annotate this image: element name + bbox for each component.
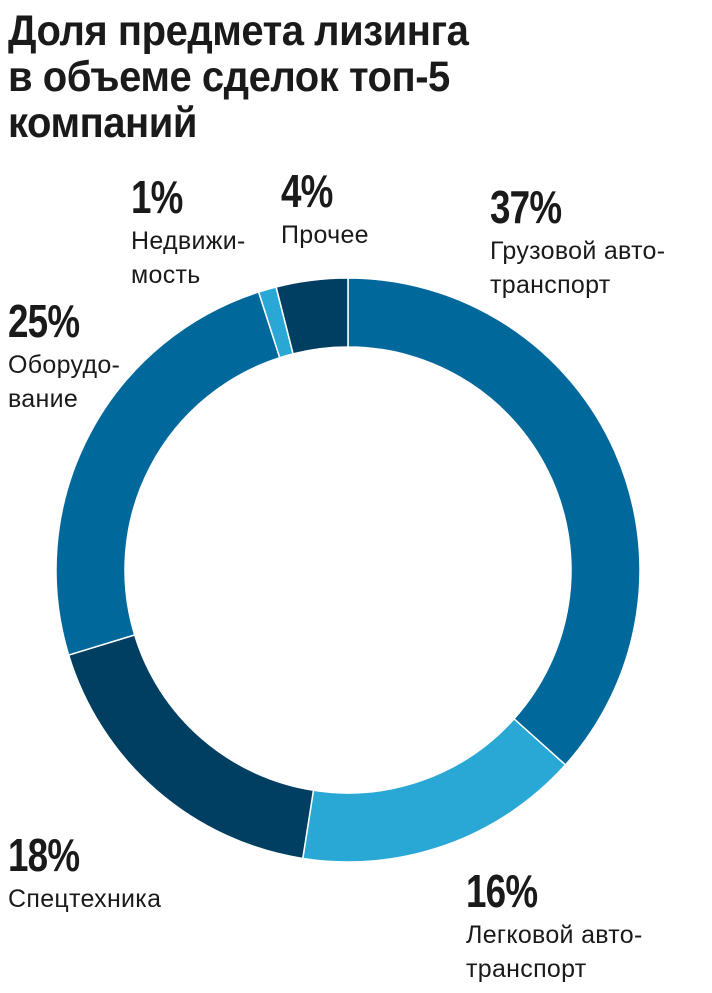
slice-name-realty-line1: Недвижи- [131, 227, 246, 255]
slice-name-equipment-line2: вание [8, 385, 79, 413]
slice-name-equipment-line1: Оборудо- [8, 351, 121, 379]
slice-trucks [347, 277, 641, 766]
slice-label-realty: 1% Недвижи- мость [131, 174, 246, 292]
slice-special [67, 634, 315, 860]
title-line-2: в объеме сделок топ-5 [8, 53, 450, 101]
slice-pct-cars: 16% [466, 865, 538, 917]
title-line-1: Доля предмета лизинга [8, 7, 469, 55]
chart-title: Доля предмета лизинга в объеме сделок то… [8, 8, 650, 146]
slice-name-other-line1: Прочее [281, 221, 369, 249]
slice-cars [301, 717, 567, 863]
slice-label-special: 18% Спецтехника [8, 832, 161, 916]
slice-label-cars: 16% Легковой авто- транспорт [466, 868, 643, 986]
slice-other [275, 277, 349, 355]
slice-name-trucks-line2: транспорт [490, 271, 611, 299]
slice-name-trucks-line1: Грузовой авто- [490, 237, 666, 265]
slice-pct-trucks: 37% [490, 181, 562, 233]
slice-name-cars-line1: Легковой авто- [466, 921, 643, 949]
slice-pct-realty: 1% [131, 171, 183, 223]
slice-name-special-line1: Спецтехника [8, 885, 162, 913]
slice-name-realty-line2: мость [131, 261, 201, 289]
slice-label-other: 4% Прочее [281, 168, 369, 252]
slice-label-equipment: 25% Оборудо- вание [8, 298, 120, 416]
slice-pct-special: 18% [8, 829, 80, 881]
slice-label-trucks: 37% Грузовой авто- транспорт [490, 184, 665, 302]
slice-name-cars-line2: транспорт [466, 955, 587, 983]
slice-pct-equipment: 25% [8, 295, 80, 347]
title-line-3: компаний [8, 99, 197, 147]
slice-pct-other: 4% [281, 165, 333, 217]
